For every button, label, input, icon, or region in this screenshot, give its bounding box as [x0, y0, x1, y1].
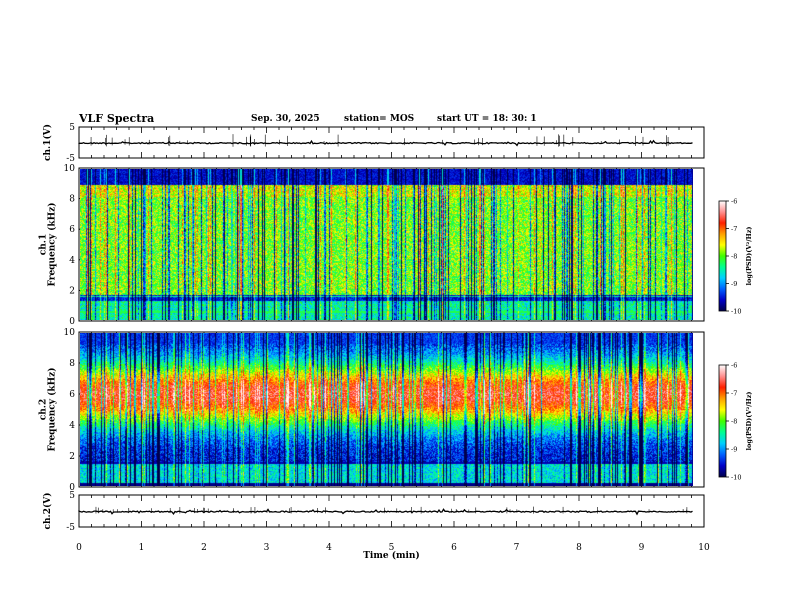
ytick-label: 10	[64, 328, 76, 338]
station-label: station= MOS	[344, 114, 415, 124]
chart-title: VLF Spectra	[79, 112, 155, 125]
xtick-label: 9	[639, 543, 645, 553]
ytick-label: 0	[69, 317, 75, 327]
colorbar-tick-label: -10	[731, 308, 741, 316]
xtick-label: 10	[698, 543, 710, 553]
colorbar	[718, 364, 727, 478]
ch2-waveform-trace	[78, 508, 693, 516]
ylabel: ch.2	[39, 399, 49, 420]
colorbar-tick-label: -6	[731, 362, 737, 370]
colorbar-tick-label: -8	[731, 253, 737, 261]
colorbar-label: log(PSD)(V²/Hz)	[745, 392, 753, 451]
ytick-label: 0	[69, 483, 75, 493]
xtick-label: 8	[576, 543, 582, 553]
xtick-label: 5	[389, 543, 395, 553]
ytick-label: 6	[69, 225, 75, 235]
ch2-waveform-panel: 5 -5 ch.2(V)	[42, 491, 705, 533]
ch1-spectrogram-panel: 0 2 4 6 8 10 ch.1 Frequency (kHz) -6 -7 -8 -9 -10 log…	[39, 164, 754, 327]
colorbar-tick-label: -7	[731, 390, 737, 398]
ytick-label: 8	[69, 359, 75, 369]
xtick-label: 6	[451, 543, 457, 553]
ch2-spectrogram-frame-overlay	[78, 331, 705, 488]
date-label: Sep. 30, 2025	[251, 114, 320, 124]
colorbar	[718, 200, 727, 312]
ytick-label: -5	[66, 154, 75, 164]
xtick-label: 3	[264, 543, 270, 553]
ytick-label: 2	[69, 452, 75, 462]
xaxis-label: Time (min)	[363, 550, 420, 561]
ch1-waveform-panel: 5 -5 ch.1(V)	[42, 123, 705, 164]
ylabel: Frequency (kHz)	[47, 202, 58, 286]
ch2-spectrogram-image	[80, 333, 693, 486]
ch1-spectrogram-frame-overlay	[78, 167, 705, 322]
ytick-label: 6	[69, 390, 75, 400]
ylabel: ch.1	[39, 234, 49, 255]
ytick-label: 4	[69, 421, 75, 431]
xtick-label: 1	[139, 543, 145, 553]
ch1-waveform-trace	[78, 139, 693, 147]
colorbar-tick-label: -7	[731, 225, 737, 233]
colorbar-tick-label: -9	[731, 280, 737, 288]
xtick-label: 7	[514, 543, 520, 553]
ch2-spectrogram-panel: 0 2 4 6 8 10 ch.2 Frequency (kHz) -6 -7 -8 -9 -10 log…	[39, 328, 754, 493]
ytick-label: 5	[69, 123, 75, 133]
colorbar-tick-label: -9	[731, 446, 737, 454]
xtick-label: 4	[326, 543, 332, 553]
colorbar-tick-label: -10	[731, 474, 741, 482]
ylabel: Frequency (kHz)	[47, 367, 58, 451]
ch1-spectrogram-image	[80, 169, 693, 320]
ylabel: ch.2(V)	[42, 493, 53, 530]
colorbar-tick-label: -8	[731, 418, 737, 426]
ytick-label: 10	[64, 164, 76, 174]
ytick-label: -5	[66, 523, 75, 533]
ytick-label: 4	[69, 256, 75, 266]
colorbar-label: log(PSD)(V²/Hz)	[745, 227, 753, 286]
ytick-label: 5	[69, 491, 75, 501]
ylabel: ch.1(V)	[42, 124, 53, 161]
colorbar-tick-label: -6	[731, 198, 737, 206]
start-time-label: start UT = 18: 30: 1	[437, 114, 537, 124]
xtick-label: 0	[76, 543, 82, 553]
xtick-label: 2	[201, 543, 207, 553]
ytick-label: 2	[69, 286, 75, 296]
ytick-label: 8	[69, 195, 75, 205]
